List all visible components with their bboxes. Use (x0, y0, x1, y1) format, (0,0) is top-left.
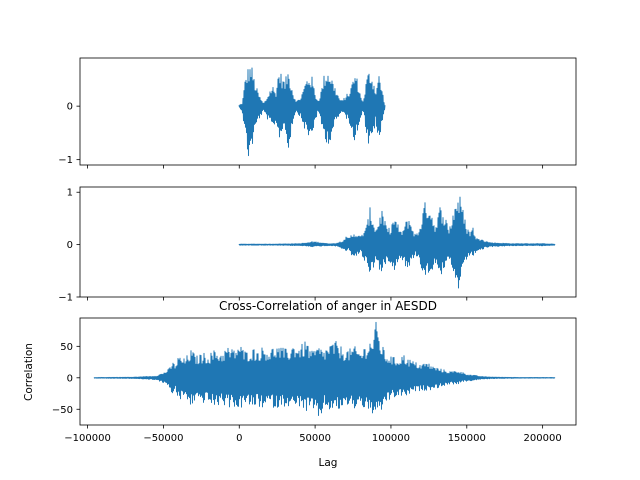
y-tick-label: 50 (60, 342, 73, 353)
cross-correlation-axes-frame (79, 317, 577, 426)
cross-correlation-panel: −100000 −50000 0 50000 100000 150000 200000 −50… (23, 299, 577, 469)
y-tick-label: 0 (67, 240, 73, 251)
y-tick-label: 1 (67, 188, 73, 199)
waveform-2-line (238, 196, 556, 289)
x-tick-label: 200000 (524, 433, 562, 444)
y-axis-label: Correlation (23, 343, 35, 401)
x-tick-label: −100000 (64, 433, 111, 444)
x-tick-label: −50000 (143, 433, 183, 444)
waveform-2-axes-frame (79, 186, 577, 298)
x-tick-label: 50000 (299, 433, 331, 444)
cross-correlation-plot-area (93, 321, 556, 416)
waveform-1-axes-frame (79, 57, 577, 166)
y-tick-label: 0 (67, 102, 73, 113)
chart-title: Cross-Correlation of anger in AESDD (219, 299, 437, 313)
y-tick-label: 0 (67, 373, 73, 384)
x-tick-label: 150000 (448, 433, 486, 444)
cross-correlation-line (93, 321, 556, 416)
waveform-2-ticks: −1 0 1 (58, 188, 544, 304)
cross-correlation-ticks: −100000 −50000 0 50000 100000 150000 200000 −50… (52, 342, 562, 444)
waveform-2-plot-area (238, 196, 556, 289)
waveform-2-panel: −1 0 1 (58, 186, 577, 304)
waveform-1-plot-area (238, 67, 386, 157)
waveform-1-line (238, 67, 386, 157)
waveform-1-panel: −1 0 (58, 57, 577, 169)
y-tick-label: −1 (58, 293, 73, 304)
x-tick-label: 0 (236, 433, 242, 444)
x-axis-label: Lag (319, 457, 338, 469)
y-tick-label: −1 (58, 155, 73, 166)
waveform-1-ticks: −1 0 (58, 102, 544, 169)
x-tick-label: 100000 (372, 433, 410, 444)
y-tick-label: −50 (52, 405, 73, 416)
